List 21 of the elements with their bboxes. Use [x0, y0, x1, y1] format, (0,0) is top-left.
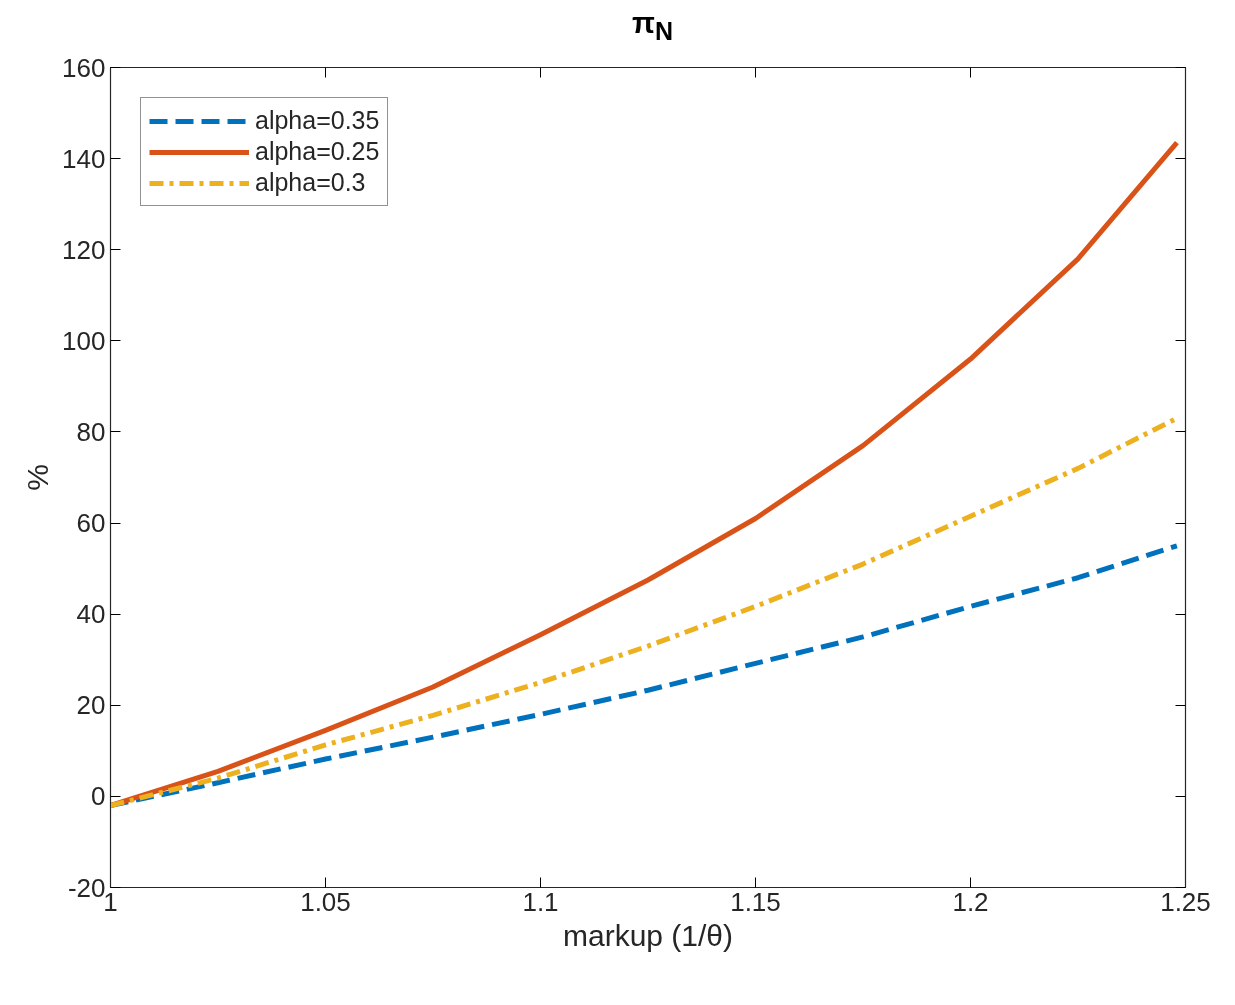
y-tick-label: -20 [67, 872, 106, 903]
x-tick-label: 1.15 [730, 886, 781, 917]
x-tick-label: 1.25 [1160, 886, 1211, 917]
legend-label: alpha=0.35 [255, 106, 380, 135]
y-tick-label: 120 [62, 234, 106, 265]
legend-label: alpha=0.3 [255, 168, 366, 197]
y-tick-label: 140 [62, 143, 106, 174]
x-tick-label: 1.2 [952, 886, 989, 917]
chart-title: π$_{N}$ [631, 5, 674, 47]
y-tick-label: 20 [76, 690, 106, 721]
y-tick-label: 0 [91, 781, 106, 812]
y-tick-label: 80 [76, 416, 106, 447]
y-axis-title: % [21, 464, 55, 491]
x-tick-label: 1.1 [522, 886, 559, 917]
x-axis-title: markup (1/θ) [562, 918, 734, 952]
legend-label: alpha=0.25 [255, 137, 380, 166]
y-tick-label: 160 [62, 52, 106, 83]
y-tick-label: 40 [76, 599, 106, 630]
y-tick-label: 100 [62, 325, 106, 356]
x-tick-label: 1.05 [300, 886, 351, 917]
y-tick-label: 60 [76, 508, 106, 539]
